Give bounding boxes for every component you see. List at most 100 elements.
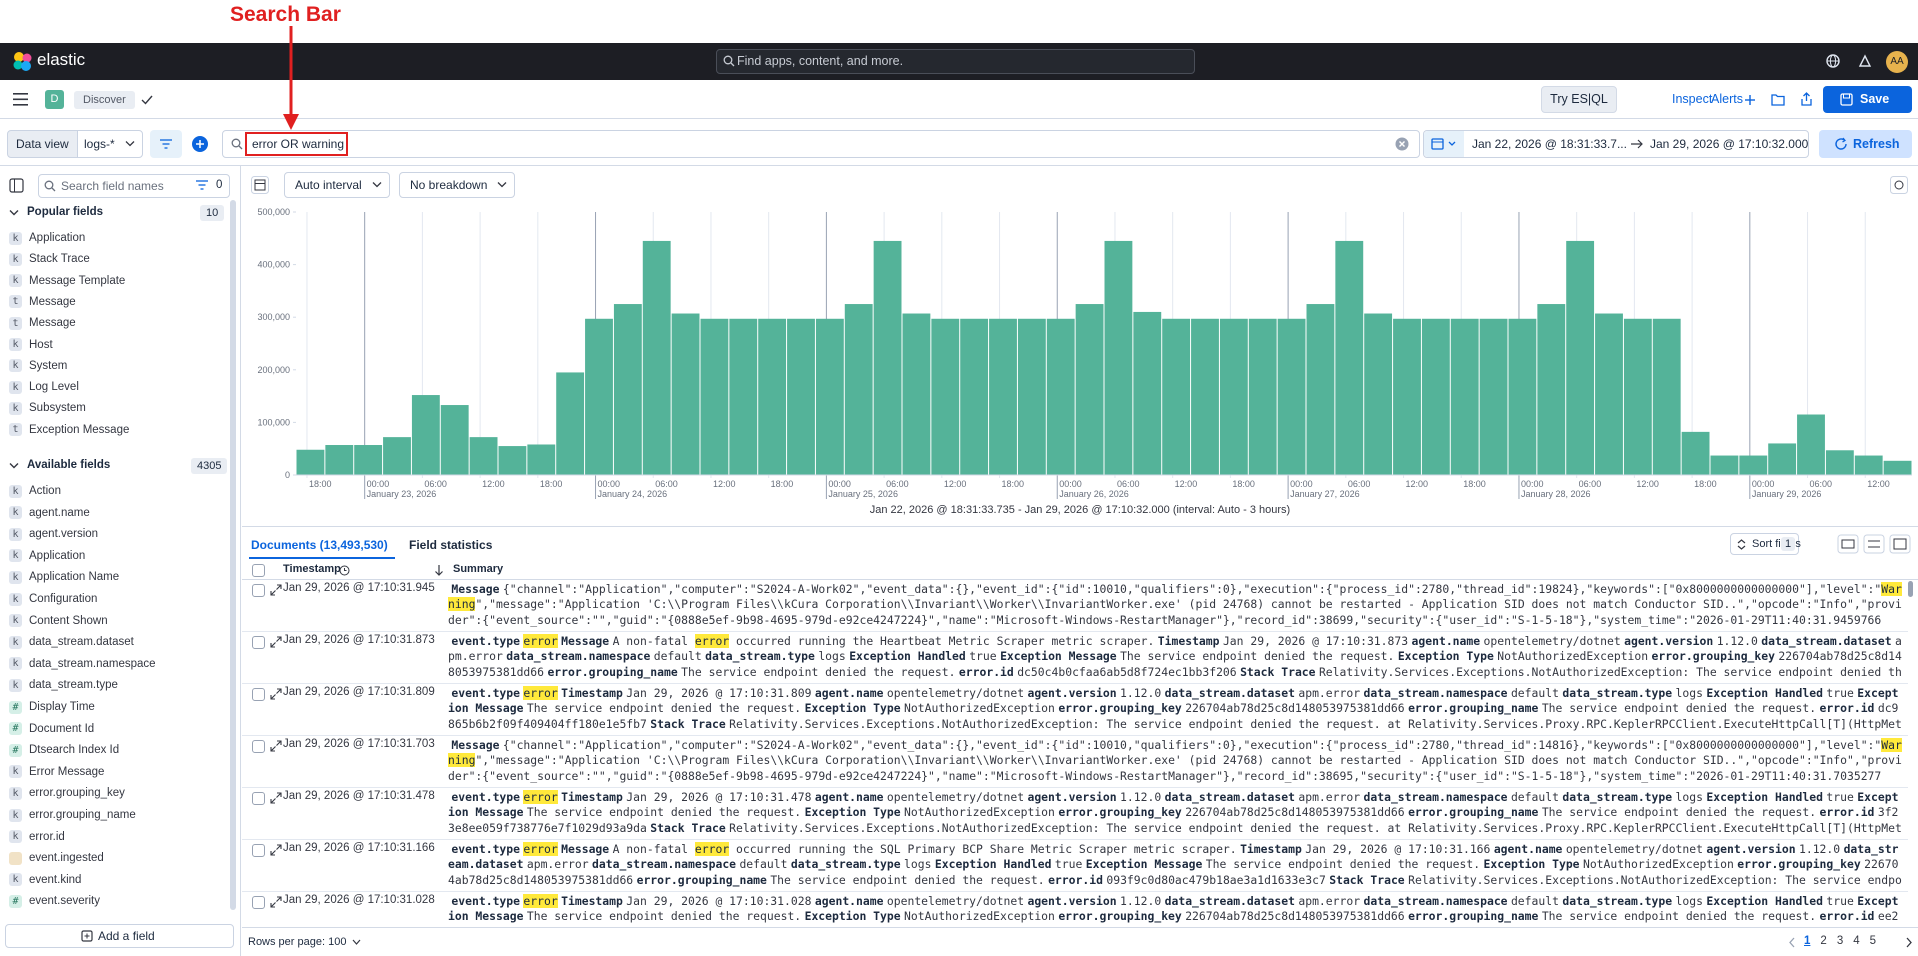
field-item[interactable]: k System bbox=[9, 357, 67, 375]
user-avatar[interactable]: AA bbox=[1886, 51, 1908, 73]
page-link[interactable]: 3 bbox=[1836, 935, 1844, 947]
row-checkbox[interactable] bbox=[252, 896, 265, 909]
next-page-icon[interactable] bbox=[1905, 937, 1913, 948]
histogram-bar[interactable] bbox=[1739, 455, 1768, 475]
page-link[interactable]: 1 bbox=[1804, 935, 1811, 947]
query-input[interactable] bbox=[222, 130, 1420, 158]
grid-controls[interactable] bbox=[1837, 534, 1911, 554]
histogram-bar[interactable] bbox=[1768, 443, 1797, 475]
histogram-bar[interactable] bbox=[1681, 431, 1710, 475]
available-fields-title[interactable]: Available fields bbox=[27, 459, 111, 471]
histogram-bar[interactable] bbox=[1046, 318, 1075, 475]
expand-button[interactable] bbox=[270, 791, 282, 804]
histogram-bar[interactable] bbox=[383, 437, 411, 475]
histogram-bar[interactable] bbox=[1479, 318, 1508, 475]
field-item[interactable]: # Display Time bbox=[9, 698, 95, 716]
histogram-bar[interactable] bbox=[1652, 318, 1681, 475]
expand-button[interactable] bbox=[270, 687, 282, 700]
field-item[interactable]: k Application bbox=[9, 229, 85, 247]
row-checkbox[interactable] bbox=[252, 688, 265, 701]
breakdown-select[interactable]: No breakdown bbox=[399, 172, 515, 198]
histogram-bar[interactable] bbox=[325, 445, 354, 475]
row-checkbox[interactable] bbox=[252, 792, 265, 805]
field-item[interactable]: k Action bbox=[9, 482, 61, 500]
histogram-bar[interactable] bbox=[989, 318, 1017, 475]
histogram-bar[interactable] bbox=[787, 318, 815, 475]
histogram-bar[interactable] bbox=[902, 313, 931, 475]
histogram-bar[interactable] bbox=[1306, 304, 1335, 475]
histogram-bar[interactable] bbox=[729, 318, 758, 475]
collapse-sidebar-button[interactable] bbox=[9, 178, 24, 193]
add-field-button[interactable] bbox=[5, 924, 234, 948]
field-item[interactable]: # Dtsearch Index Id bbox=[9, 741, 119, 759]
expand-button[interactable] bbox=[270, 843, 282, 856]
field-item[interactable]: k Subsystem bbox=[9, 399, 86, 417]
elastic-logo-mark[interactable] bbox=[12, 51, 33, 72]
new-icon[interactable] bbox=[1744, 94, 1756, 106]
field-item[interactable]: t Exception Message bbox=[9, 421, 129, 439]
histogram-bar[interactable] bbox=[642, 240, 671, 475]
expand-button[interactable] bbox=[270, 635, 282, 648]
add-filter-button[interactable] bbox=[191, 135, 209, 153]
refresh-button[interactable] bbox=[1819, 130, 1912, 158]
histogram-bar[interactable] bbox=[585, 318, 613, 475]
histogram-bar[interactable] bbox=[1797, 414, 1825, 475]
histogram-bar[interactable] bbox=[613, 304, 642, 475]
space-badge[interactable]: D bbox=[45, 90, 64, 109]
field-item[interactable]: t Message bbox=[9, 314, 76, 332]
field-item[interactable]: k data_stream.namespace bbox=[9, 655, 156, 673]
popular-fields-title[interactable]: Popular fields bbox=[27, 206, 104, 218]
field-item[interactable]: k Application bbox=[9, 547, 85, 565]
field-item[interactable]: k Stack Trace bbox=[9, 250, 90, 268]
try-esql-button[interactable]: Try ES|QL bbox=[1541, 86, 1617, 113]
field-item[interactable]: k error.grouping_name bbox=[9, 806, 136, 824]
quick-select-button[interactable] bbox=[1424, 131, 1464, 157]
field-statistics-tab[interactable]: Field statistics bbox=[409, 538, 493, 552]
expand-button[interactable] bbox=[270, 895, 282, 908]
inspect-link[interactable]: Inspect bbox=[1672, 92, 1713, 106]
histogram-bar[interactable] bbox=[411, 395, 440, 475]
histogram-bar[interactable] bbox=[1537, 304, 1566, 475]
global-search[interactable] bbox=[716, 49, 1195, 74]
histogram-bar[interactable] bbox=[1623, 318, 1652, 475]
field-item[interactable]: k event.kind bbox=[9, 871, 81, 889]
histogram-bar[interactable] bbox=[671, 313, 700, 475]
histogram-bar[interactable] bbox=[700, 318, 729, 475]
field-item[interactable]: k error.grouping_key bbox=[9, 784, 125, 802]
available-toggle-icon[interactable] bbox=[9, 462, 19, 470]
field-item[interactable]: k Host bbox=[9, 336, 53, 354]
open-icon[interactable] bbox=[1771, 93, 1785, 106]
histogram-bar[interactable] bbox=[1421, 318, 1450, 475]
field-item[interactable]: k agent.version bbox=[9, 525, 98, 543]
field-item[interactable]: k Error Message bbox=[9, 763, 104, 781]
histogram-bar[interactable] bbox=[440, 405, 469, 475]
field-item[interactable]: k data_stream.dataset bbox=[9, 633, 134, 651]
field-item[interactable]: # event.severity bbox=[9, 892, 100, 910]
histogram-bar[interactable] bbox=[1710, 455, 1739, 475]
date-picker[interactable] bbox=[1423, 130, 1809, 158]
histogram-bar[interactable] bbox=[1566, 240, 1595, 475]
histogram-bar[interactable] bbox=[1104, 240, 1133, 475]
field-item[interactable]: # Document Id bbox=[9, 720, 94, 738]
ai-assistant-button[interactable] bbox=[1890, 176, 1908, 194]
histogram-bar[interactable] bbox=[1595, 313, 1623, 475]
histogram-bar[interactable] bbox=[1162, 318, 1191, 475]
breadcrumb[interactable]: Discover bbox=[74, 91, 135, 109]
row-checkbox[interactable] bbox=[252, 844, 265, 857]
timestamp-header[interactable]: Timestamp bbox=[283, 563, 341, 575]
field-item[interactable]: k Log Level bbox=[9, 378, 79, 396]
page-link[interactable]: 4 bbox=[1853, 935, 1860, 947]
histogram-bar[interactable] bbox=[556, 372, 585, 475]
help-icon[interactable] bbox=[1825, 53, 1841, 69]
histogram-bar[interactable] bbox=[1883, 460, 1912, 475]
histogram-bar[interactable] bbox=[873, 240, 902, 475]
field-filter-icon[interactable] bbox=[196, 180, 208, 191]
field-item[interactable]: k Configuration bbox=[9, 590, 97, 608]
save-button[interactable] bbox=[1823, 86, 1912, 113]
end-date[interactable]: Jan 29, 2026 @ 17:10:32.000 bbox=[1650, 137, 1809, 151]
histogram-bar[interactable] bbox=[1854, 455, 1883, 475]
histogram-bar[interactable] bbox=[1335, 240, 1364, 475]
clear-query-button[interactable] bbox=[1395, 137, 1409, 151]
page-link[interactable]: 5 bbox=[1869, 935, 1877, 947]
row-checkbox[interactable] bbox=[252, 740, 265, 753]
